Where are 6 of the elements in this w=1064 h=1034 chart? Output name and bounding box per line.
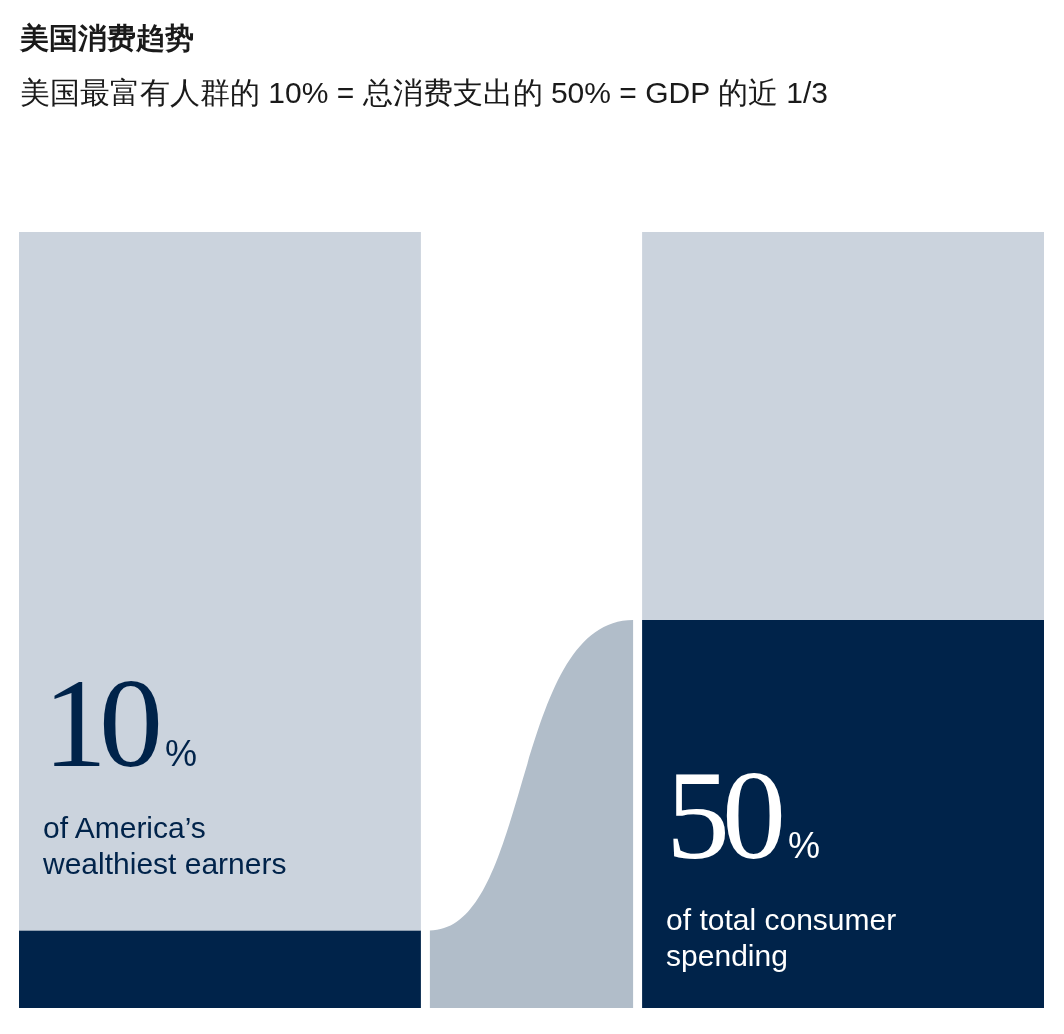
data-label: 50% <box>666 744 821 886</box>
annotation: of total consumer spending <box>666 903 897 972</box>
chart-subtitle: 美国最富有人群的 10% = 总消费支出的 50% = GDP 的近 1/3 <box>20 76 828 109</box>
annotation: of America’s wealthiest earners <box>42 811 287 881</box>
chart-title: 美国消费趋势 <box>19 22 194 54</box>
data-label: 10% <box>43 652 198 795</box>
